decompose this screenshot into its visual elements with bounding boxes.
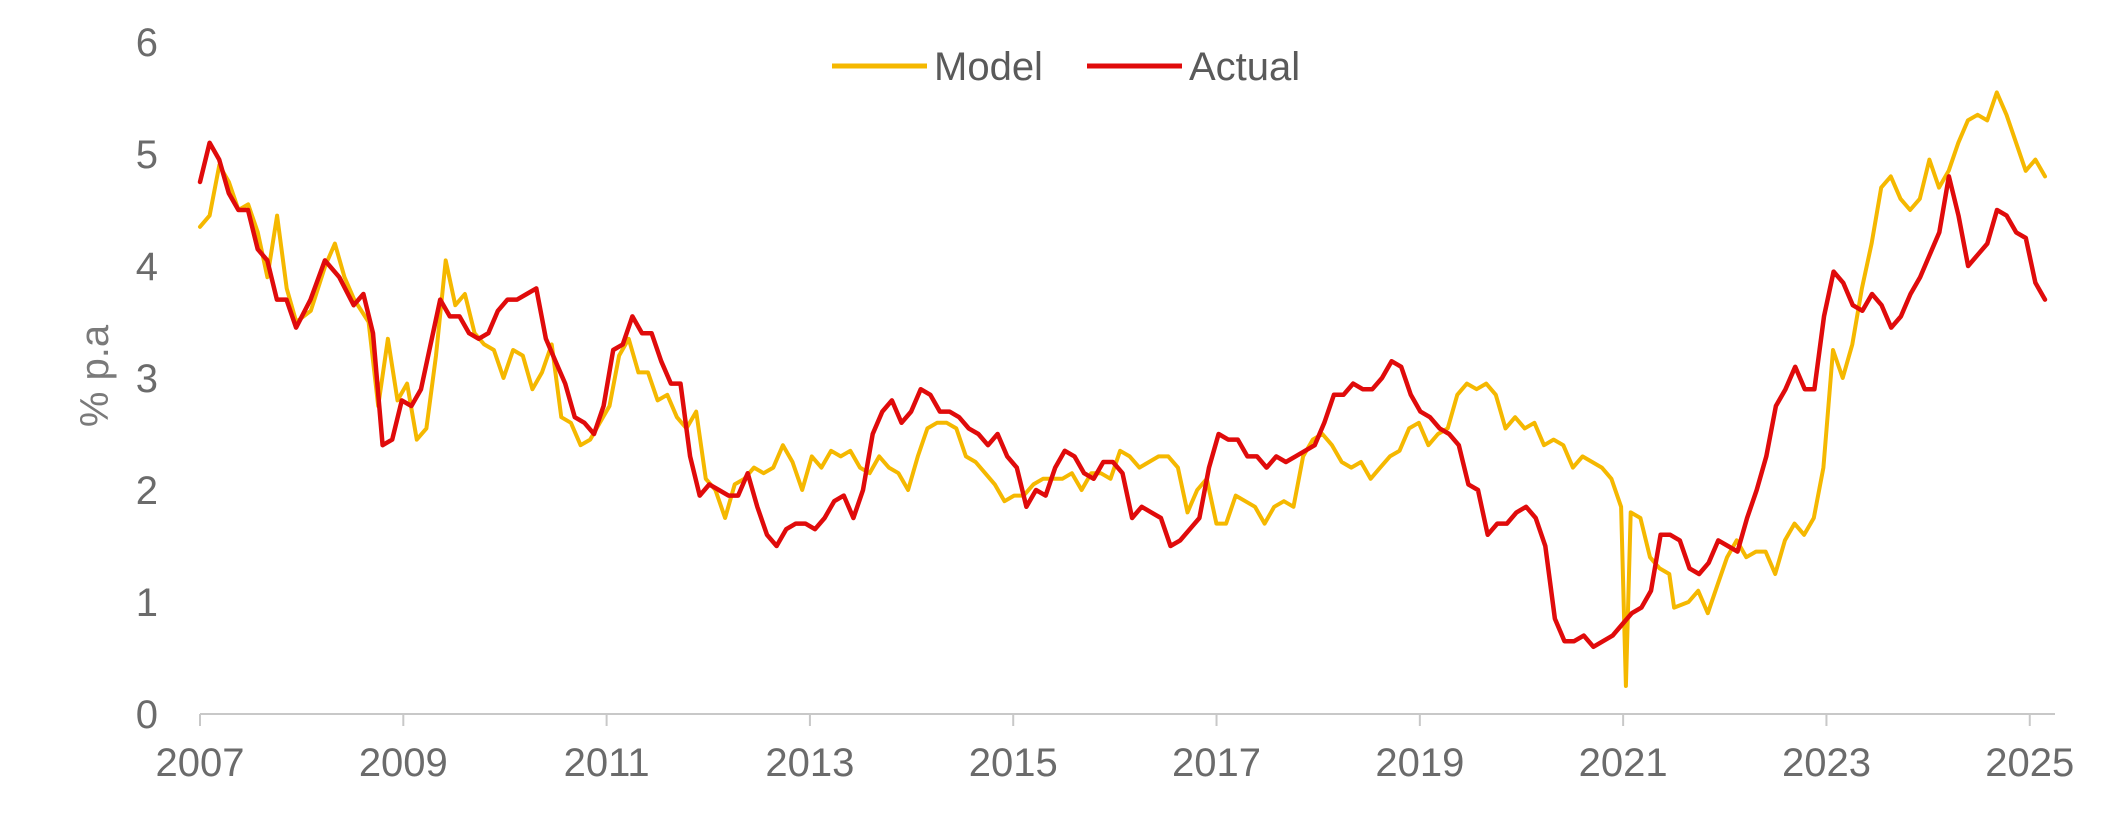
x-tick-label: 2013 (765, 741, 854, 785)
legend-label-model: Model (934, 45, 1043, 89)
x-tick-label: 2023 (1782, 741, 1871, 785)
y-tick-label: 1 (136, 581, 158, 625)
x-tick-label: 2009 (359, 741, 448, 785)
plot-area (197, 90, 2048, 688)
series-line-actual (197, 140, 2048, 650)
x-tick-label: 2015 (969, 741, 1058, 785)
x-tick-label: 2025 (1985, 741, 2074, 785)
y-tick-label: 0 (136, 693, 158, 737)
series-line-model (198, 90, 2047, 688)
y-axis-title: % p.a (73, 324, 117, 427)
legend: Model Actual (832, 45, 1300, 89)
y-tick-label: 5 (136, 133, 158, 177)
x-tick-label: 2017 (1172, 741, 1261, 785)
x-tick-label: 2021 (1579, 741, 1668, 785)
y-tick-label: 3 (136, 357, 158, 401)
y-tick-label: 2 (136, 469, 158, 513)
x-tick-label: 2019 (1375, 741, 1464, 785)
legend-label-actual: Actual (1189, 45, 1300, 89)
x-tick-label: 2011 (564, 741, 650, 785)
y-tick-label: 4 (136, 245, 158, 289)
x-tick-label: 2007 (156, 741, 245, 785)
y-tick-label: 6 (136, 21, 158, 65)
axes: 2007 2009 2011 2013 2015 2017 2019 2021 2023 2025… (73, 21, 2074, 785)
